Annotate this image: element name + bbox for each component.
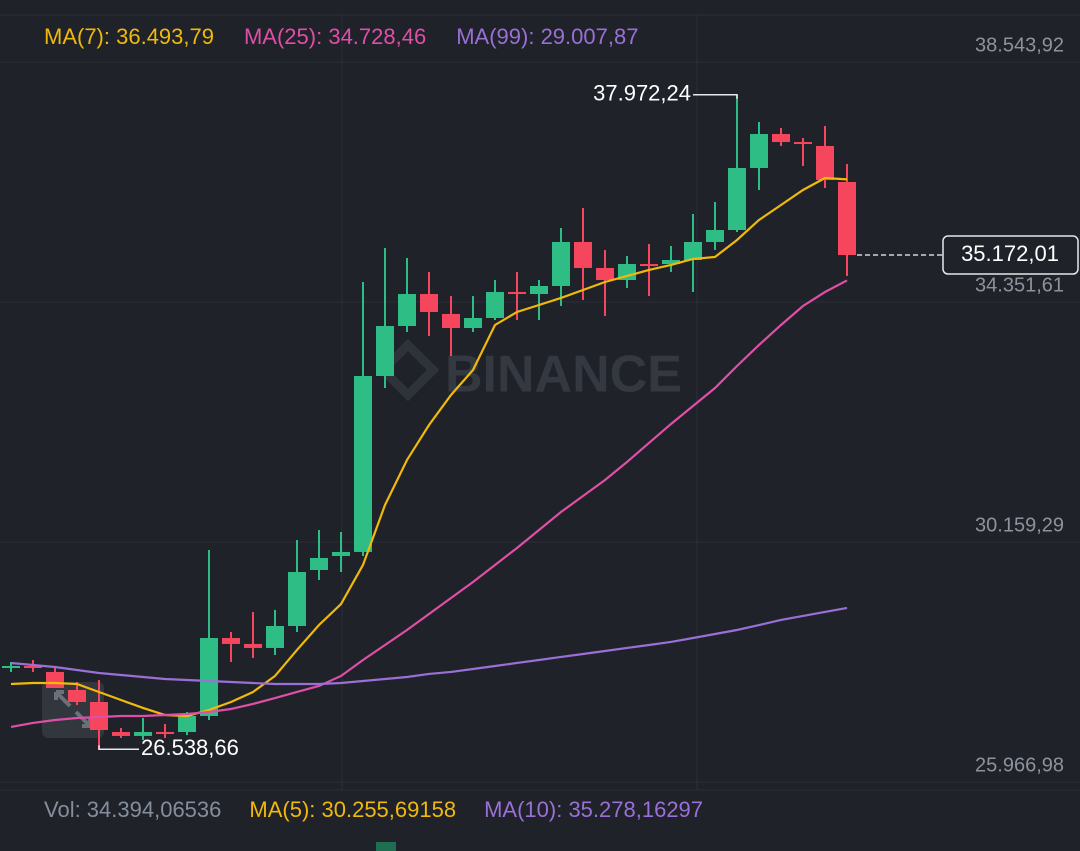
candle-body: [728, 168, 746, 231]
last-price-label: 35.172,01: [961, 241, 1059, 266]
candle-body: [816, 145, 834, 180]
candle-body: [24, 666, 42, 669]
ma-line: [10, 176, 848, 718]
legend-entry: MA(99): 29.007,87: [456, 24, 638, 49]
candle-body: [508, 292, 526, 295]
low-pointer: [98, 745, 139, 751]
candle-body: [244, 643, 262, 648]
candle-body: [68, 689, 86, 703]
y-tick-label: 38.543,92: [975, 34, 1064, 56]
candle-body: [552, 241, 570, 287]
last-price-box: [942, 235, 1079, 275]
y-tick-label: 25.966,98: [975, 754, 1064, 776]
candle-body: [200, 638, 218, 716]
candle-body: [662, 260, 680, 265]
candle-body: [112, 732, 130, 736]
candle-body: [332, 551, 350, 556]
candle-body: [310, 557, 328, 571]
candle-body: [772, 134, 790, 143]
candle-body: [596, 267, 614, 280]
y-tick-label: 34.351,61: [975, 274, 1064, 296]
plot: 25.966,98 30.159,29 34.351,61 38.543,92 37.9…: [0, 34, 1080, 783]
volume-legend-entry: MA(5): 30.255,69158: [249, 797, 456, 822]
legend-entry: MA(25): 34.728,46: [244, 24, 426, 49]
low-label: 26.538,66: [141, 735, 239, 760]
candle-body: [354, 375, 372, 552]
volume-legend-entry: MA(10): 35.278,16297: [484, 797, 703, 822]
candle-body: [376, 326, 394, 376]
candle-body: [464, 318, 482, 329]
legend: MA(7): 36.493,79 MA(25): 34.728,46 MA(99):…: [44, 24, 703, 822]
volume-legend-entry: Vol: 34.394,06536: [44, 797, 221, 822]
legend-entry: MA(7): 36.493,79: [44, 24, 214, 49]
high-label: 37.972,24: [593, 81, 691, 106]
expand-arrows: [54, 690, 92, 728]
candle-body: [222, 638, 240, 644]
watermark: BINANCE: [445, 346, 682, 404]
candle-body: [420, 294, 438, 312]
candle-body: [46, 671, 64, 688]
candle-body: [794, 142, 812, 145]
ma-line: [10, 279, 848, 729]
candle-body: [706, 230, 724, 242]
candle-body: [134, 732, 152, 736]
candle-body: [442, 313, 460, 329]
candle-body: [486, 292, 504, 319]
high-pointer: [693, 93, 738, 99]
volume-bar: [376, 842, 396, 851]
candle-body: [618, 264, 636, 280]
candle-body: [574, 241, 592, 268]
candle-body: [838, 181, 856, 256]
candle-body: [398, 294, 416, 327]
candle-body: [530, 286, 548, 295]
candle-body: [288, 572, 306, 626]
ma-line: [10, 606, 848, 686]
candle-body: [684, 241, 702, 261]
y-tick-label: 30.159,29: [975, 514, 1064, 536]
candle-body: [266, 625, 284, 648]
candle-body: [156, 732, 174, 735]
candle-body: [2, 666, 20, 669]
candle-body: [178, 715, 196, 733]
candle-body: [750, 134, 768, 169]
candle-body: [640, 264, 658, 267]
